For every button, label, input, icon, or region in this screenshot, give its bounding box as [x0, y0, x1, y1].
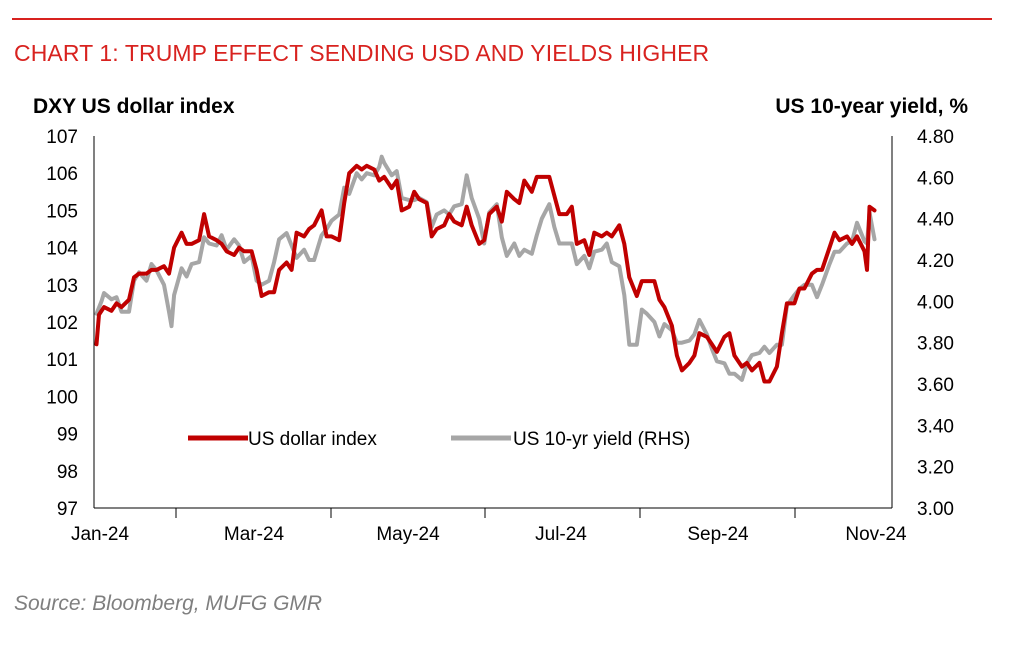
source-note: Source: Bloomberg, MUFG GMR: [14, 592, 323, 615]
left-tick-label: 97: [57, 499, 78, 520]
series-line-yield: [94, 154, 877, 382]
series-line-dxy: [94, 163, 877, 384]
x-tick-label: Nov-24: [845, 524, 907, 545]
left-tick-label: 105: [46, 201, 78, 222]
left-tick-label: 100: [46, 387, 78, 408]
x-tick-label: Mar-24: [224, 524, 285, 545]
top-rule: [12, 18, 992, 20]
chart-title: CHART 1: TRUMP EFFECT SENDING USD AND YI…: [14, 40, 710, 66]
left-axis-title: DXY US dollar index: [33, 95, 235, 118]
left-tick-label: 101: [46, 350, 78, 371]
left-tick-label: 99: [57, 425, 78, 446]
right-tick-label: 4.00: [917, 292, 954, 313]
right-tick-label: 3.20: [917, 458, 954, 479]
legend-item-dxy-label: US dollar index: [248, 429, 377, 450]
legend-item-yield-label: US 10-yr yield (RHS): [513, 429, 690, 450]
right-tick-label: 4.40: [917, 210, 954, 231]
left-tick-label: 104: [46, 239, 78, 260]
right-tick-label: 4.60: [917, 168, 954, 189]
right-tick-label: 3.60: [917, 375, 954, 396]
right-tick-label: 3.80: [917, 334, 954, 355]
x-tick-label: Jan-24: [71, 524, 130, 545]
x-tick-label: May-24: [376, 524, 440, 545]
x-tick-labels: Jan-24 Mar-24 May-24 Jul-24 Sep-24 Nov-24: [71, 508, 907, 545]
right-tick-label: 4.20: [917, 251, 954, 272]
x-tick-label: Sep-24: [687, 524, 749, 545]
x-tick-label: Jul-24: [535, 524, 587, 545]
legend: US dollar index US 10-yr yield (RHS): [188, 429, 690, 450]
right-tick-label: 4.80: [917, 127, 954, 148]
left-tick-label: 103: [46, 276, 78, 297]
line-chart: DXY US dollar index US 10-year yield, % …: [33, 95, 968, 545]
left-tick-label: 102: [46, 313, 78, 334]
left-tick-label: 106: [46, 164, 78, 185]
right-tick-labels: 4.80 4.60 4.40 4.20 4.00 3.80 3.60 3.40 3.20 3.00: [917, 127, 954, 520]
series-layer: [94, 154, 877, 384]
right-tick-label: 3.00: [917, 499, 954, 520]
left-tick-labels: 107 106 105 104 103 102 101 100 99 98 97: [46, 127, 78, 520]
left-tick-label: 98: [57, 462, 78, 483]
right-axis-title: US 10-year yield, %: [775, 95, 968, 118]
left-tick-label: 107: [46, 127, 78, 148]
right-tick-label: 3.40: [917, 416, 954, 437]
